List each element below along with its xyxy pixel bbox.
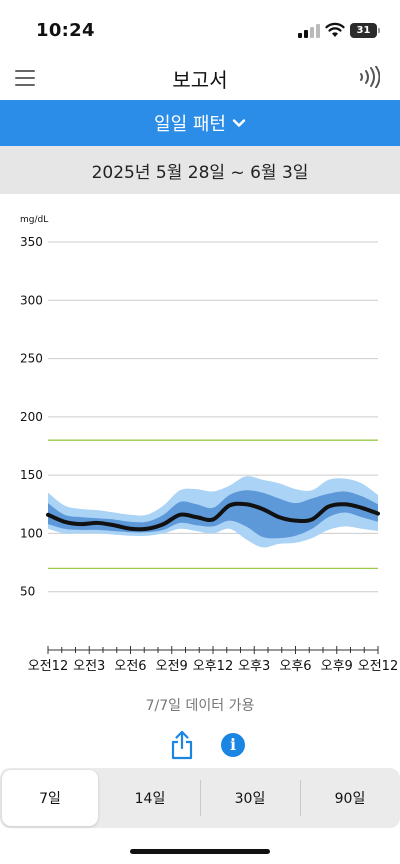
median-line (46, 501, 380, 532)
segment-90-days[interactable]: 90일 (334, 791, 366, 807)
page-title: 보고서 (172, 68, 228, 92)
segment-7-days[interactable]: 7일 (2, 770, 98, 826)
nfc-scan-icon[interactable] (358, 66, 380, 88)
hamburger-menu-icon[interactable] (15, 70, 35, 88)
y-tick-label: 300 (20, 293, 43, 307)
segment-30-days[interactable]: 30일 (234, 791, 266, 807)
report-type-dropdown[interactable]: 일일 패턴 (0, 100, 400, 146)
x-tick-label: 오후9 (321, 659, 353, 674)
x-tick-label: 오전12 (28, 659, 68, 674)
y-tick-label: 50 (20, 585, 35, 599)
x-tick-label: 오전6 (114, 659, 146, 674)
date-range: 2025년 5월 28일 ~ 6월 3일 (0, 146, 400, 194)
x-tick-label: 오전3 (73, 659, 105, 674)
daily-pattern-chart: mg/dL 350 300 250 200 150 100 50 오전12 오전3 오전6 오전9 오후… (20, 215, 398, 674)
x-tick-label: 오전9 (156, 659, 188, 674)
y-tick-label: 350 (20, 235, 43, 249)
date-range-label: 2025년 5월 28일 ~ 6월 3일 (91, 162, 309, 183)
y-tick-label: 100 (20, 526, 43, 540)
y-tick-label: 200 (20, 410, 43, 424)
period-segmented-control: 7일 14일 30일 90일 (0, 768, 400, 828)
x-tick-label: 오후12 (193, 659, 233, 674)
x-tick-label: 오후3 (238, 659, 270, 674)
battery-level: 31 (350, 23, 377, 38)
status-time: 10:24 (36, 20, 95, 41)
info-icon[interactable]: i (221, 733, 245, 757)
cellular-signal-icon (298, 24, 320, 38)
x-tick-label: 오전12 (358, 659, 398, 674)
nav-bar: 보고서 (0, 60, 400, 100)
data-availability: 7/7일 데이터 가용 (145, 698, 255, 714)
wifi-icon (325, 22, 345, 37)
home-indicator (130, 849, 270, 854)
battery-icon: 31 (350, 23, 380, 38)
percentile-25-75-band (48, 490, 378, 539)
y-tick-label: 150 (20, 468, 43, 482)
y-tick-label: 250 (20, 352, 43, 366)
report-type-label: 일일 패턴 (154, 114, 226, 135)
status-bar: 10:24 31 (0, 0, 400, 60)
segment-14-days[interactable]: 14일 (134, 791, 166, 807)
y-axis-unit-label: mg/dL (20, 215, 48, 225)
x-tick-label: 오후6 (279, 659, 311, 674)
share-icon[interactable] (170, 730, 194, 760)
chevron-down-icon (232, 119, 246, 127)
